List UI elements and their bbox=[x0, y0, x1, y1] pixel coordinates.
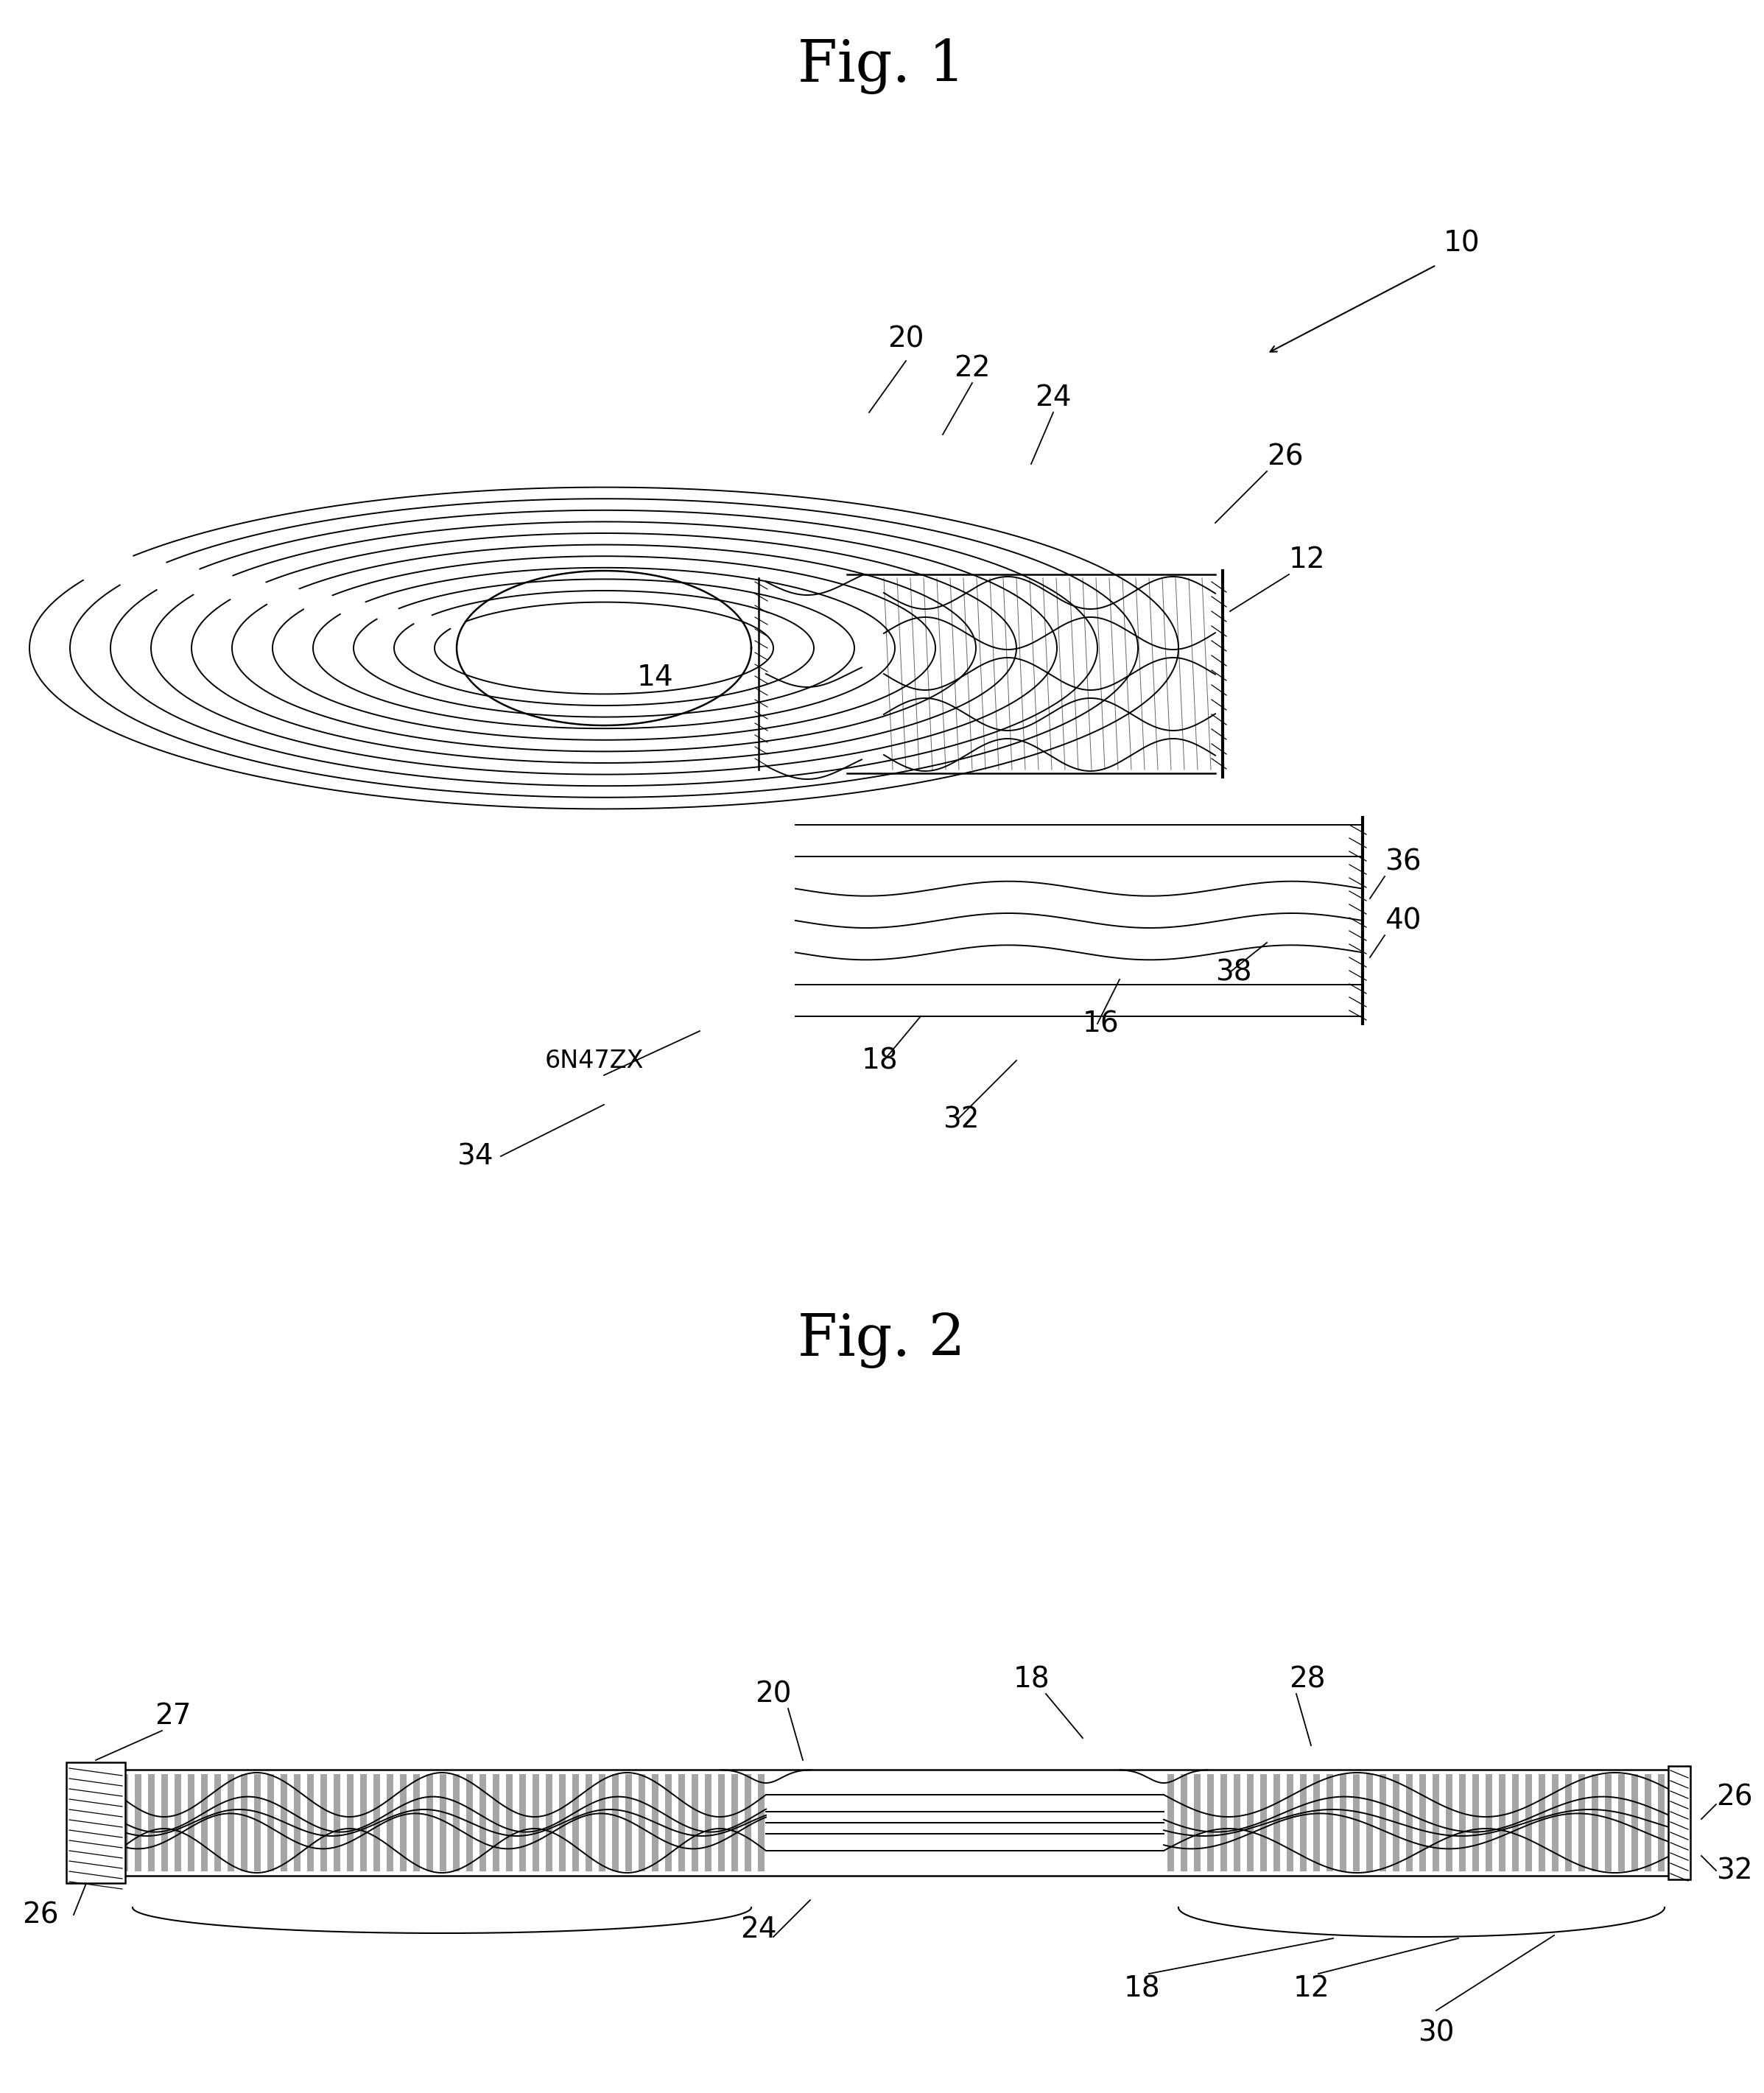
Text: 20: 20 bbox=[755, 1681, 792, 1708]
Text: 16: 16 bbox=[1083, 1009, 1120, 1038]
Text: 34: 34 bbox=[457, 1143, 494, 1170]
Text: 20: 20 bbox=[887, 324, 924, 354]
Text: 30: 30 bbox=[1418, 2018, 1455, 2047]
Text: 26: 26 bbox=[1267, 442, 1304, 471]
Text: 22: 22 bbox=[954, 354, 990, 383]
Text: 12: 12 bbox=[1289, 546, 1325, 573]
Text: 36: 36 bbox=[1385, 848, 1422, 875]
Text: Fig. 2: Fig. 2 bbox=[797, 1312, 965, 1369]
Text: 18: 18 bbox=[1124, 1974, 1161, 2003]
Text: 32: 32 bbox=[942, 1105, 979, 1134]
Text: 38: 38 bbox=[1215, 959, 1252, 986]
Text: 14: 14 bbox=[637, 663, 674, 691]
Text: 6N47ZX: 6N47ZX bbox=[545, 1049, 644, 1072]
Text: 28: 28 bbox=[1289, 1666, 1325, 1693]
Text: 18: 18 bbox=[863, 1046, 898, 1074]
Text: 27: 27 bbox=[155, 1702, 191, 1731]
Text: Fig. 1: Fig. 1 bbox=[797, 38, 965, 94]
Bar bbox=[1669, 1766, 1690, 1880]
Text: 12: 12 bbox=[1293, 1974, 1330, 2003]
Text: 24: 24 bbox=[741, 1915, 776, 1944]
Bar bbox=[67, 1762, 125, 1884]
Text: 24: 24 bbox=[1035, 383, 1071, 412]
Text: 40: 40 bbox=[1385, 906, 1422, 936]
Text: 32: 32 bbox=[1716, 1856, 1753, 1884]
Text: 26: 26 bbox=[23, 1900, 58, 1930]
Text: 26: 26 bbox=[1716, 1783, 1753, 1810]
Text: 18: 18 bbox=[1013, 1666, 1050, 1693]
Text: 10: 10 bbox=[1443, 228, 1480, 257]
